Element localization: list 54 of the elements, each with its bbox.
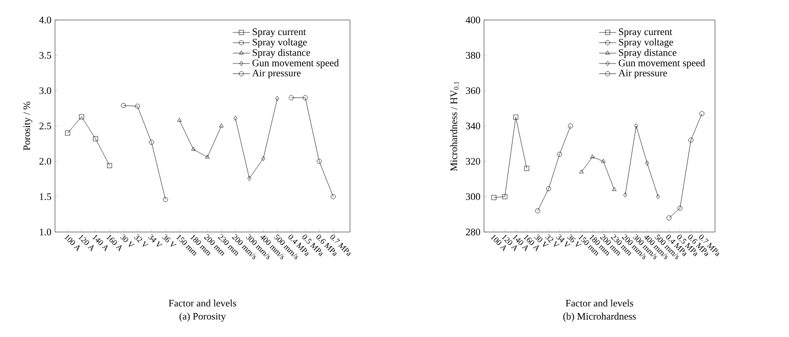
point	[93, 136, 98, 142]
point	[524, 166, 530, 171]
point	[546, 186, 552, 192]
point	[557, 152, 562, 157]
legend-label: Spray voltage	[619, 38, 674, 48]
point	[601, 158, 606, 163]
point	[107, 163, 112, 168]
point	[261, 156, 266, 161]
legend-label: Air pressure	[618, 70, 667, 78]
point	[590, 154, 595, 158]
y-tick-label: 2.5	[39, 122, 52, 130]
point	[205, 154, 210, 158]
legend-label: Spray current	[252, 28, 306, 38]
y-tick-label: 320	[466, 158, 480, 165]
y-axis-title: Microhardness / HV$_{0.1}$	[450, 82, 459, 171]
y-tick-label: 3.0	[40, 87, 52, 94]
legend-label: Gun movement speed	[618, 59, 706, 68]
point	[65, 130, 70, 136]
legend-label: Gun movement speed	[252, 59, 339, 68]
y-tick-label: 400	[466, 16, 480, 24]
point	[316, 158, 322, 164]
point	[677, 206, 682, 211]
text: (a) Porosity	[180, 312, 226, 322]
point	[513, 114, 518, 120]
point	[79, 114, 84, 120]
text: (b) Microhardness	[563, 312, 636, 322]
legend-label: Spray current	[619, 28, 672, 38]
y-tick-label: 2.0	[39, 158, 52, 165]
point	[302, 95, 308, 100]
point	[688, 138, 694, 143]
y-tick-label: 1.5	[40, 193, 52, 200]
y-tick-label: 380	[466, 52, 480, 59]
point	[502, 194, 508, 200]
point	[135, 104, 140, 109]
point	[645, 160, 650, 166]
point	[191, 146, 196, 151]
y-tick-label: 1.0	[40, 228, 52, 236]
point	[247, 176, 252, 181]
y-tick-label: 300	[466, 193, 480, 200]
point	[491, 195, 496, 200]
x-axis-title: Factor and levels	[168, 300, 236, 307]
y-tick-label: 3.5	[40, 52, 52, 59]
y-tick-label: 280	[466, 228, 480, 236]
legend-label: Air pressure	[252, 70, 301, 78]
y-tick-label: 340	[466, 122, 480, 130]
point	[148, 140, 154, 145]
legend-label: Spray distance	[252, 48, 310, 58]
y-axis-title: Porosity / %	[23, 102, 32, 150]
x-axis-title: Factor and levels	[566, 300, 634, 307]
y-tick-label: 360	[466, 87, 480, 94]
legend-label: Spray distance	[619, 48, 676, 58]
y-tick-label: 4.0	[39, 16, 52, 24]
legend-label: Spray voltage	[252, 38, 307, 48]
point	[634, 124, 638, 128]
